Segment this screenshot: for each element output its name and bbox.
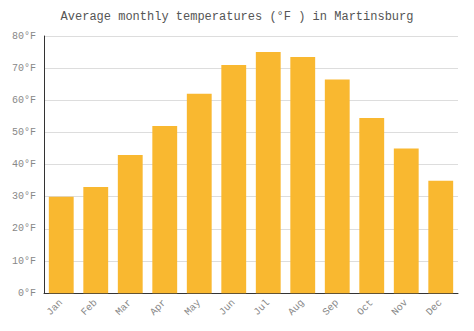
svg-text:20°F: 20°F xyxy=(12,223,36,234)
svg-text:40°F: 40°F xyxy=(12,159,36,170)
svg-text:Oct: Oct xyxy=(355,297,375,317)
svg-text:10°F: 10°F xyxy=(12,256,36,267)
svg-text:Jun: Jun xyxy=(217,297,237,317)
svg-text:Mar: Mar xyxy=(114,297,134,317)
svg-text:Sep: Sep xyxy=(321,297,341,317)
svg-text:Nov: Nov xyxy=(390,297,410,317)
svg-text:70°F: 70°F xyxy=(12,63,36,74)
svg-text:Aug: Aug xyxy=(286,297,306,317)
svg-text:Apr: Apr xyxy=(148,297,168,317)
svg-text:50°F: 50°F xyxy=(12,127,36,138)
svg-text:Jul: Jul xyxy=(252,297,272,317)
svg-text:Jan: Jan xyxy=(45,297,65,317)
svg-text:May: May xyxy=(183,297,203,317)
svg-text:30°F: 30°F xyxy=(12,191,36,202)
svg-text:0°F: 0°F xyxy=(18,288,36,299)
svg-text:Average monthly temperatures (: Average monthly temperatures (°F ) in Ma… xyxy=(61,10,414,24)
svg-text:60°F: 60°F xyxy=(12,95,36,106)
svg-text:80°F: 80°F xyxy=(12,31,36,42)
svg-text:Dec: Dec xyxy=(424,297,444,317)
svg-text:Feb: Feb xyxy=(79,297,99,317)
